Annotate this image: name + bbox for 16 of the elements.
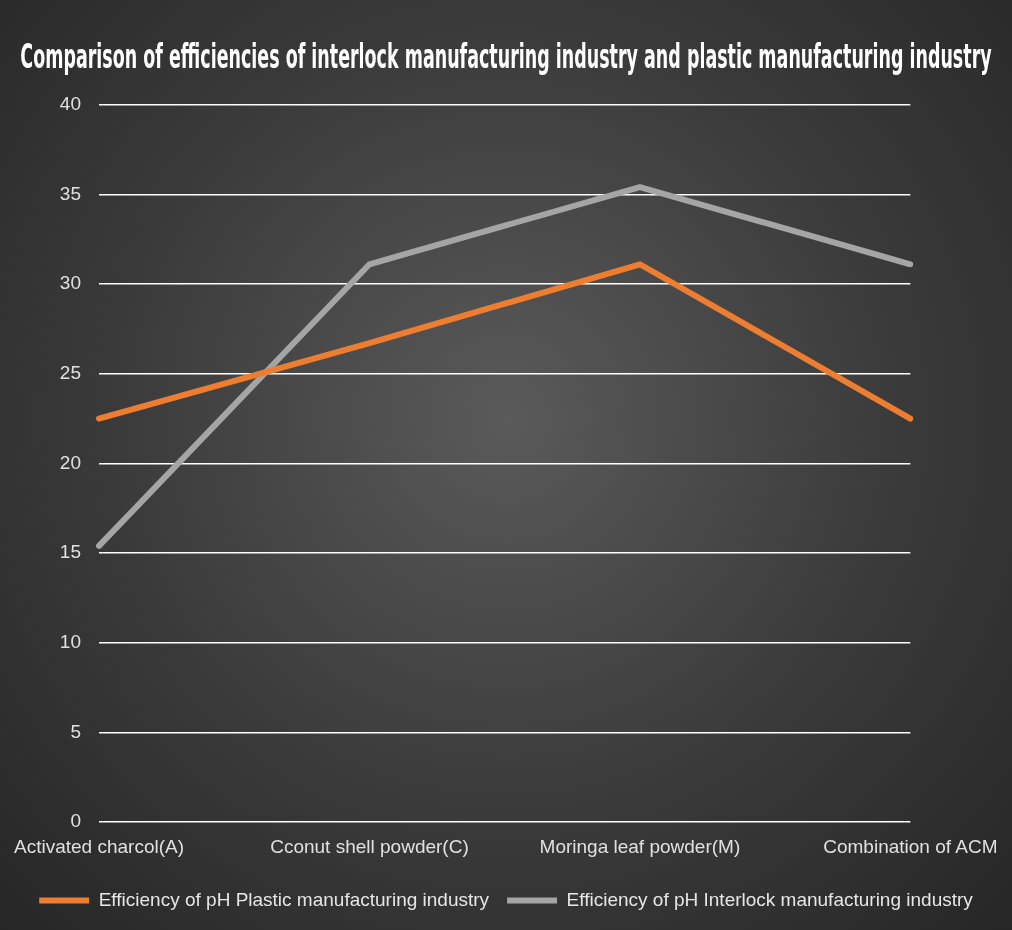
y-tick-label: 15 [59,541,81,563]
legend-label: Efficiency of pH Interlock manufacturing industry [566,888,974,910]
y-tick-label: 20 [59,451,81,473]
y-tick-label: 30 [59,272,81,294]
legend-label: Efficiency of pH Plastic manufacturing industry [98,888,490,910]
x-tick-label: Combination of ACM [823,835,998,857]
y-tick-label: 0 [70,810,81,832]
x-tick-label: Activated charcol(A) [14,835,185,857]
x-tick-label: Moringa leaf powder(M) [539,835,741,857]
x-tick-label: Cconut shell powder(C) [270,835,469,857]
y-tick-label: 10 [59,631,81,653]
y-tick-label: 25 [59,361,81,383]
chart-title: Comparison of efficiencies of interlock manufacturing industry and plastic manufacturing industry [20,37,992,76]
y-tick-label: 35 [59,182,81,204]
y-tick-label: 5 [70,720,81,742]
y-tick-label: 40 [59,92,81,114]
